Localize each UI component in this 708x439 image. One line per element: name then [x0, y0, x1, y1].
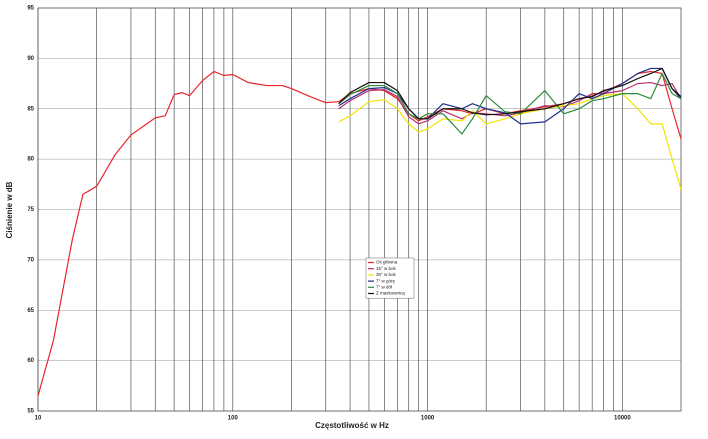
series-line	[338, 72, 682, 135]
y-tick-label: 75	[27, 207, 34, 213]
plot-border	[37, 7, 682, 412]
y-tick-label: 70	[27, 257, 34, 263]
y-tick-label: 80	[27, 157, 34, 163]
series-line	[338, 93, 682, 190]
x-axis-label: Częstotliwość w Hz	[315, 421, 389, 430]
y-tick-label: 85	[27, 106, 34, 112]
x-tick-label: 1000	[421, 416, 435, 422]
x-tick-label: 100	[228, 416, 239, 422]
y-tick-label: 95	[27, 6, 34, 12]
legend-label: Oś główna	[376, 260, 398, 265]
series-line	[338, 67, 682, 120]
y-tick-label: 65	[27, 308, 34, 314]
x-tick-label: 10000	[614, 416, 631, 422]
x-tick-label: 10	[35, 416, 42, 422]
legend-label: 30° w bok	[376, 272, 397, 277]
legend-box	[365, 257, 415, 299]
y-tick-label: 90	[27, 56, 34, 62]
legend-label: 7° w górę	[376, 278, 396, 283]
legend-label: 7° w dół	[376, 284, 392, 289]
y-tick-label: 55	[27, 409, 34, 415]
legend-label: 15° w bok	[376, 266, 397, 271]
y-tick-label: 60	[27, 358, 34, 364]
legend-label: Z maskownicą	[376, 291, 405, 296]
y-axis-label: Ciśnienie w dB	[5, 181, 14, 238]
series-line	[338, 81, 682, 125]
